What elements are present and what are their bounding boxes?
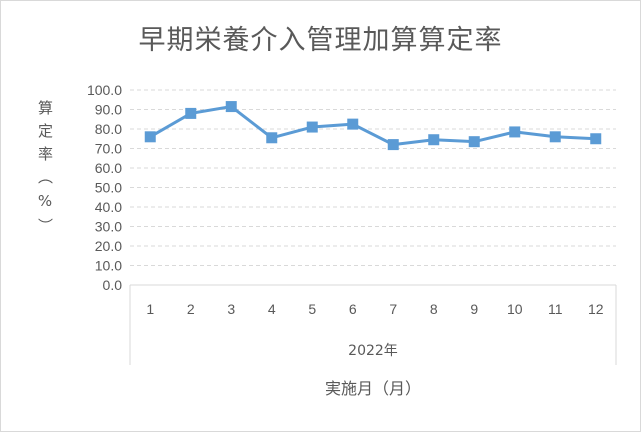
y-tick-label: 60.0 [95,160,122,176]
x-tick-label: 9 [470,301,478,317]
y-tick-label: 50.0 [95,180,122,196]
x-axis-label: 実施月（月） [324,379,421,398]
x-tick-label: 4 [268,301,276,317]
x-tick-label: 10 [507,301,523,317]
y-axis-label: 算定率（%） [36,100,54,241]
y-tick-label: 0.0 [103,277,123,293]
data-point [549,131,561,143]
data-point [387,139,399,151]
x-tick-label: 5 [308,301,316,317]
x-group-label: 2022年 [348,343,398,359]
y-tick-label: 90.0 [95,102,122,118]
data-point [468,136,480,148]
series-line [149,105,596,147]
x-tick-label: 11 [548,301,563,317]
chart-title: 早期栄養介入管理加算算定率 [138,25,503,56]
x-tick-label: 7 [389,301,397,317]
y-tick-label: 40.0 [95,199,122,215]
x-tick-label: 8 [430,301,438,317]
x-tick-label: 1 [146,301,154,317]
y-tick-label: 10.0 [95,258,122,274]
x-tick-label: 2 [187,301,195,317]
data-point [509,126,521,138]
y-tick-label: 70.0 [95,141,122,157]
data-point [225,101,237,113]
y-tick-label: 80.0 [95,121,122,137]
data-point [266,132,278,144]
x-tick-label: 12 [588,301,604,317]
data-point [428,134,440,146]
data-point [590,133,602,145]
y-tick-label: 30.0 [95,219,122,235]
data-point [144,131,156,143]
y-tick-label: 100.0 [87,82,122,98]
data-point [306,121,318,133]
y-tick-label: 20.0 [95,238,122,254]
data-point [185,107,197,119]
x-tick-label: 3 [227,301,235,317]
x-tick-label: 6 [349,301,357,317]
data-point [347,118,359,130]
